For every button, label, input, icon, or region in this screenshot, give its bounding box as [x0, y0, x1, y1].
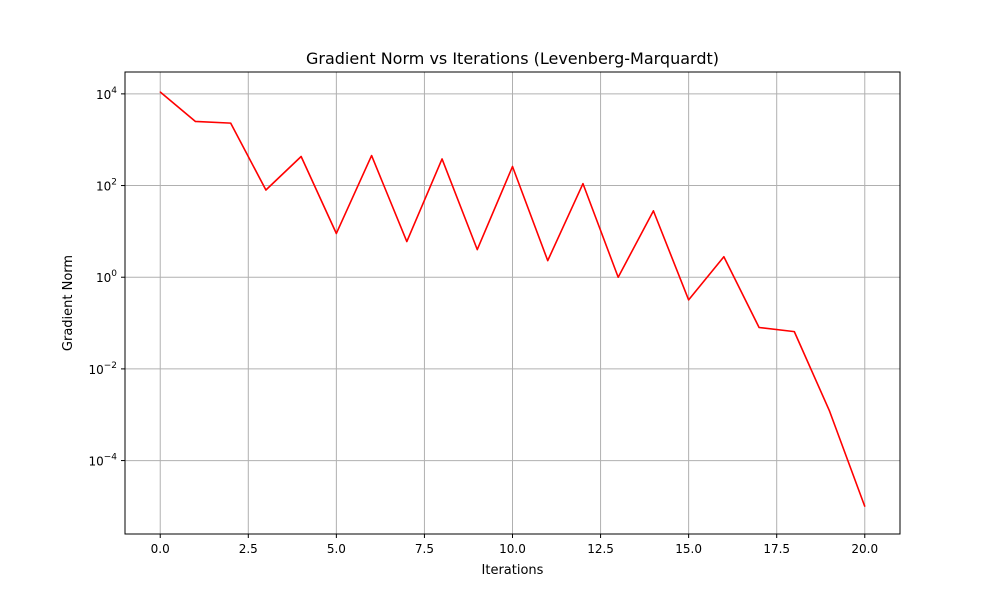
series-layer [159, 91, 866, 508]
x-tick-label: 15.0 [675, 542, 702, 556]
y-tick-base: 10 [96, 180, 111, 194]
y-tick-base: 10 [88, 455, 103, 469]
data-point [159, 91, 161, 93]
data-point [265, 189, 267, 191]
data-point [793, 331, 795, 333]
y-axis-label: Gradient Norm [61, 255, 76, 351]
y-tick-base: 10 [96, 271, 111, 285]
data-point [864, 505, 866, 508]
x-tick-label: 2.5 [239, 542, 258, 556]
data-point [511, 165, 514, 168]
y-tick-label: 100 [96, 269, 117, 285]
y-tick-base: 10 [96, 88, 111, 102]
data-point [441, 158, 443, 160]
y-tick-label: 104 [96, 86, 117, 102]
data-point [828, 410, 831, 412]
data-point [335, 232, 337, 235]
data-point [300, 155, 302, 158]
data-point [194, 120, 197, 123]
x-tick-label: 20.0 [851, 542, 878, 556]
y-tick-exponent: −2 [104, 361, 117, 371]
y-tick-label: 10−4 [88, 453, 117, 469]
data-point [476, 249, 478, 251]
data-point [723, 256, 725, 258]
data-point [582, 183, 584, 185]
data-point [230, 122, 232, 124]
data-point [370, 155, 373, 157]
x-tick-label: 7.5 [415, 542, 434, 556]
data-point [406, 240, 408, 243]
data-point [652, 210, 655, 212]
x-tick-label: 10.0 [499, 542, 526, 556]
y-tick-exponent: 2 [111, 178, 117, 188]
x-axis: 0.0 2.5 5.0 7.5 10.0 12.5 15.0 17.5 20.0 [151, 534, 878, 556]
x-tick-label: 17.5 [763, 542, 790, 556]
y-tick-exponent: −4 [104, 453, 118, 463]
y-tick-exponent: 4 [111, 86, 117, 96]
x-tick-label: 0.0 [151, 542, 170, 556]
y-tick-label: 10−2 [88, 361, 117, 377]
data-point [547, 260, 549, 262]
y-tick-label: 102 [96, 178, 117, 194]
x-tick-label: 5.0 [327, 542, 346, 556]
y-tick-exponent: 0 [111, 269, 117, 279]
x-tick-label: 12.5 [587, 542, 614, 556]
data-point [617, 276, 619, 278]
y-tick-base: 10 [88, 363, 103, 377]
data-point [758, 326, 760, 329]
data-point [688, 299, 690, 301]
x-axis-label: Iterations [482, 563, 544, 578]
chart-title: Gradient Norm vs Iterations (Levenberg-M… [306, 49, 719, 68]
grid [125, 72, 900, 534]
